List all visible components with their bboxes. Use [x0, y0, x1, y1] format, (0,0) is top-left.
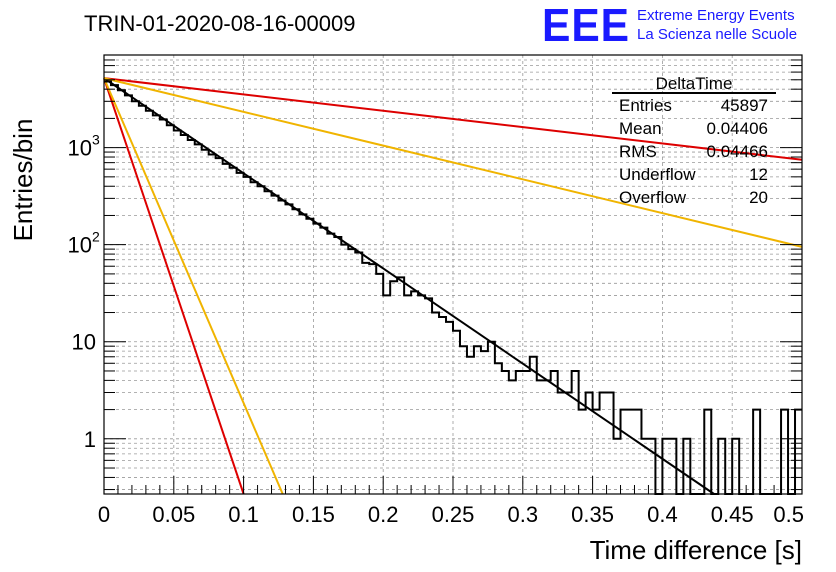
x-tick-label: 0.4 — [647, 502, 678, 527]
x-tick-label: 0.35 — [571, 502, 614, 527]
fit-curve-5 — [103, 77, 803, 248]
fit-curve-3 — [103, 77, 284, 495]
x-axis-title: Time difference [s] — [590, 535, 802, 565]
stats-label-underflow: Underflow — [619, 165, 696, 184]
y-tick-label: 10 — [68, 233, 92, 258]
y-axis-title: Entries/bin — [8, 119, 38, 242]
fit-curve-4 — [103, 77, 803, 161]
axis-ticks — [103, 54, 803, 494]
stats-label-entries: Entries — [619, 96, 672, 115]
stats-value-rms: 0.04466 — [707, 142, 768, 161]
stats-value-entries: 45897 — [721, 96, 768, 115]
x-tick-label: 0 — [98, 502, 110, 527]
x-tick-label: 0.1 — [228, 502, 259, 527]
y-tick-label: 10 — [72, 330, 96, 355]
x-tick-label: 0.25 — [432, 502, 475, 527]
stats-label-overflow: Overflow — [619, 188, 687, 207]
y-tick-exponent: 2 — [92, 229, 100, 245]
fit-curve-1 — [103, 77, 715, 495]
stats-rows: Entries 45897 Mean 0.04406 RMS 0.04466 U… — [619, 96, 768, 207]
stats-label-rms: RMS — [619, 142, 657, 161]
x-tick-label: 0.05 — [152, 502, 195, 527]
fit-curves — [103, 77, 803, 495]
stats-label-mean: Mean — [619, 119, 662, 138]
y-tick-exponent: 3 — [92, 132, 100, 148]
x-tick-label: 0.5 — [773, 502, 804, 527]
x-tick-label: 0.2 — [368, 502, 399, 527]
x-tick-label: 0.15 — [292, 502, 335, 527]
y-tick-label: 1 — [84, 427, 96, 452]
fit-curve-2 — [103, 77, 245, 495]
histogram-deltatime — [104, 80, 802, 495]
logo-line-2: La Scienza nelle Scuole — [637, 26, 797, 43]
logo-line-1: Extreme Energy Events — [637, 7, 795, 24]
x-tick-label: 0.45 — [711, 502, 754, 527]
stats-box: DeltaTime Entries 45897 Mean 0.04406 RMS… — [612, 74, 776, 207]
x-tick-labels: 0 0.05 0.1 0.15 0.2 0.25 0.3 0.35 0.4 0.45 0.5 — [98, 502, 804, 527]
eee-logo: EEE Extreme Energy Events La Scienza nel… — [542, 0, 797, 51]
stats-value-underflow: 12 — [749, 165, 768, 184]
stats-value-mean: 0.04406 — [707, 119, 768, 138]
chart-title: TRIN-01-2020-08-16-00009 — [84, 11, 356, 36]
x-tick-label: 0.3 — [508, 502, 539, 527]
stats-title: DeltaTime — [656, 74, 733, 93]
y-tick-label: 10 — [68, 136, 92, 161]
stats-value-overflow: 20 — [749, 188, 768, 207]
logo-eee-text: EEE — [542, 0, 630, 51]
grid-lines — [104, 55, 802, 494]
